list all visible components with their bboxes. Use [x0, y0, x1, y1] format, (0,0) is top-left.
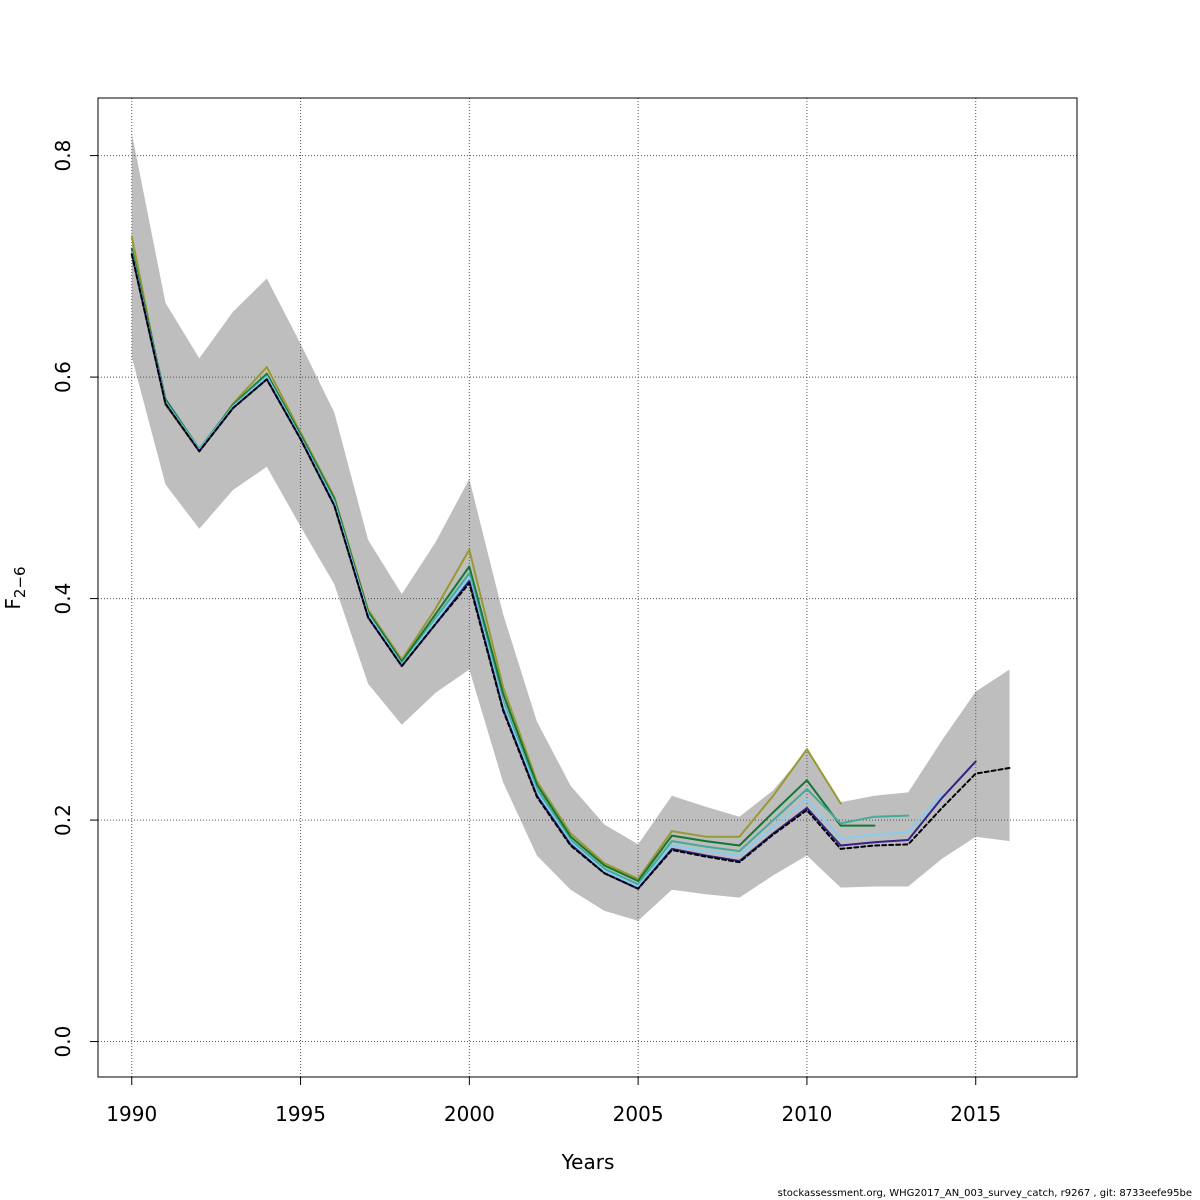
y-tick-label: 0.2	[51, 804, 75, 836]
y-axis-title-subscript: 2−6	[11, 566, 29, 598]
y-tick-label: 0.8	[51, 140, 75, 172]
x-tick-label: 2015	[950, 1102, 1001, 1126]
series-layer	[130, 235, 1011, 890]
series-line-6	[130, 253, 1011, 890]
y-tick-label: 0.0	[51, 1026, 75, 1058]
series-line-2	[130, 247, 876, 882]
series-line-4	[130, 252, 943, 888]
x-tick-label: 2010	[781, 1102, 832, 1126]
x-tick-label: 2005	[613, 1102, 664, 1126]
y-axis-title-main: F	[1, 598, 25, 610]
x-tick-label: 1995	[275, 1102, 326, 1126]
confidence-band	[131, 133, 1010, 921]
y-axis: 0.0 0.2 0.4 0.6 0.8	[51, 140, 98, 1058]
grid-layer	[98, 98, 1077, 1077]
footer-source-text: stockassessment.org, WHG2017_AN_003_surv…	[777, 1188, 1192, 1199]
confidence-band-layer	[131, 133, 1010, 921]
x-tick-label: 1990	[106, 1102, 157, 1126]
y-axis-title: F2−6 —	[0, 566, 29, 609]
x-tick-label: 2000	[444, 1102, 495, 1126]
y-axis-title-bar: —	[0, 589, 8, 609]
y-tick-label: 0.4	[51, 583, 75, 615]
x-axis: 1990 1995 2000 2005 2010 2015	[106, 1076, 1001, 1126]
x-axis-title: Years	[561, 1150, 615, 1174]
svg-text:F2−6: F2−6	[1, 566, 29, 609]
y-tick-label: 0.6	[51, 361, 75, 393]
series-line-1	[130, 235, 842, 880]
